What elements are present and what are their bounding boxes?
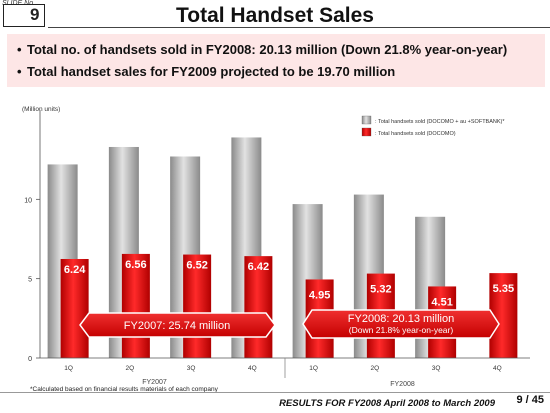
fy2007-total-banner <box>79 312 276 338</box>
data-label-7: 4.51 <box>431 296 452 308</box>
y-axis-unit-label: (Million units) <box>22 106 60 113</box>
footnote: *Calculated based on financial results m… <box>30 386 218 393</box>
data-label-8: 5.35 <box>493 283 514 295</box>
bar-docomo-1 <box>60 258 89 358</box>
data-label-6: 5.32 <box>370 284 391 296</box>
slide-number: 9 <box>30 5 40 24</box>
x-tick-label: 1Q <box>64 365 73 372</box>
x-tick-label: 4Q <box>493 365 502 372</box>
page-current: 9 <box>516 394 523 406</box>
bar-docomo-4 <box>244 256 273 358</box>
y-tick-label: 10 <box>24 197 32 204</box>
slide-number-box <box>3 4 45 27</box>
fy2008-total-text: FY2008: 20.13 million <box>348 313 454 325</box>
data-label-4: 6.42 <box>248 261 269 273</box>
bullet-item: • Total handset sales for FY2009 projecte… <box>17 64 395 79</box>
page-total: 45 <box>531 394 544 406</box>
legend-label-1: : Total handsets sold (DOCOMO + au +SOFT… <box>375 119 505 125</box>
data-label-3: 6.52 <box>186 260 207 272</box>
x-tick-label: 3Q <box>187 365 196 372</box>
title-divider <box>48 27 550 28</box>
bar-docomo-2 <box>121 253 150 358</box>
page-indicator: 9 / 45 <box>516 394 544 406</box>
bullet-dot-icon: • <box>17 64 22 79</box>
bar-docomo-3 <box>183 254 212 358</box>
x-tick-label: 3Q <box>432 365 441 372</box>
bullet-text: Total handset sales for FY2009 projected… <box>27 64 396 79</box>
x-tick-label: 4Q <box>248 365 257 372</box>
chart-legend: : Total handsets sold (DOCOMO + au +SOFT… <box>361 115 505 137</box>
data-label-5: 4.95 <box>309 289 330 301</box>
bullet-text: Total no. of handsets sold in FY2008: 20… <box>27 42 508 57</box>
x-tick-label: 1Q <box>309 365 318 372</box>
fy2007-total-text: FY2007: 25.74 million <box>124 320 230 332</box>
footer-text: RESULTS FOR FY2008 April 2008 to March 2… <box>279 398 495 409</box>
page-title: Total Handset Sales <box>175 4 374 27</box>
fy2008-change-text: (Down 21.8% year-on-year) <box>349 325 454 335</box>
slide-number-label: SLIDE No. <box>2 0 36 7</box>
group-label-fy2008: FY2008 <box>390 381 415 388</box>
legend-swatch-2 <box>361 127 372 137</box>
x-tick-label: 2Q <box>126 365 135 372</box>
summary-box: • Total no. of handsets sold in FY2008: 2… <box>7 34 545 87</box>
data-label-1: 6.24 <box>64 264 86 276</box>
group-label-fy2007: FY2007 <box>142 379 167 386</box>
x-tick-label: 2Q <box>371 365 380 372</box>
y-tick-label: 0 <box>28 356 32 363</box>
footer-divider <box>0 392 550 393</box>
legend-swatch-1 <box>361 115 372 125</box>
bullet-dot-icon: • <box>17 42 22 57</box>
bullet-item: • Total no. of handsets sold in FY2008: 2… <box>17 42 507 57</box>
fy2008-total-banner <box>302 309 500 339</box>
data-label-2: 6.56 <box>125 259 146 271</box>
legend-label-2: : Total handsets sold (DOCOMO) <box>375 131 456 137</box>
page-separator: / <box>525 394 529 406</box>
handset-sales-chart: (Million units) : Total handsets sold (D… <box>22 106 530 388</box>
y-tick-label: 5 <box>28 277 32 284</box>
